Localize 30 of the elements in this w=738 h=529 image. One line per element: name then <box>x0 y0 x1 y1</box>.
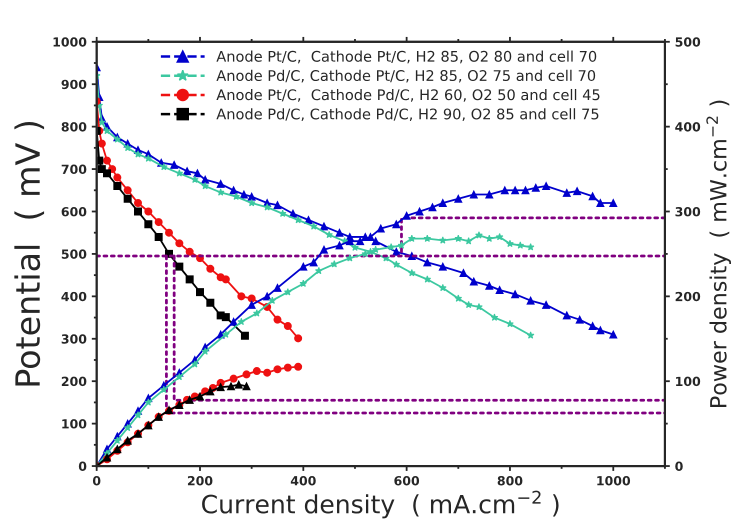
x-tick-label: 600 <box>394 476 420 486</box>
x-axis-title: Current density ( mA.cm$^{−2}$ ) <box>202 490 559 518</box>
y-tick-label: 600 <box>62 206 86 216</box>
y-tick-label: 100 <box>62 419 86 429</box>
legend-label: Anode Pt/C, Cathode Pt/C, H2 85, O2 80 and cell 70 <box>216 50 596 64</box>
y2-tick-label: 200 <box>676 292 700 302</box>
y2-tick-label: 500 <box>676 37 700 47</box>
x-tick-label: 800 <box>498 476 522 486</box>
y2-axis-title: Power density ( mW.cm$^{−2}$ ) <box>706 100 731 407</box>
y-tick-label: 700 <box>62 164 86 174</box>
y2-tick-label: 0 <box>675 462 683 471</box>
x-tick-label: 1000 <box>597 476 630 486</box>
y2-tick-label: 100 <box>676 376 700 386</box>
y-tick-label: 900 <box>62 80 86 90</box>
x-tick-label: 0 <box>92 476 100 486</box>
legend-label: Anode Pt/C, Cathode Pd/C, H2 60, O2 50 and cell 45 <box>216 88 600 102</box>
legend-label: Anode Pd/C, Cathode Pd/C, H2 90, O2 85 and cell 75 <box>216 108 598 121</box>
y-tick-label: 400 <box>61 292 86 302</box>
x-tick-label: 400 <box>290 476 316 486</box>
y-tick-label: 0 <box>78 462 86 471</box>
y2-tick-label: 300 <box>675 206 700 216</box>
legend-label: Anode Pd/C, Cathode Pt/C, H2 85, O2 75 and cell 70 <box>216 70 596 83</box>
y-tick-label: 200 <box>62 376 86 386</box>
x-tick-label: 200 <box>188 476 212 486</box>
y-tick-label: 300 <box>62 334 86 344</box>
y2-tick-label: 400 <box>675 122 700 132</box>
y-tick-label: 800 <box>62 122 86 132</box>
y-tick-label: 500 <box>62 249 86 259</box>
y-tick-label: 1000 <box>54 37 86 47</box>
y-axis-title: Potential ( mV ) <box>14 122 44 386</box>
